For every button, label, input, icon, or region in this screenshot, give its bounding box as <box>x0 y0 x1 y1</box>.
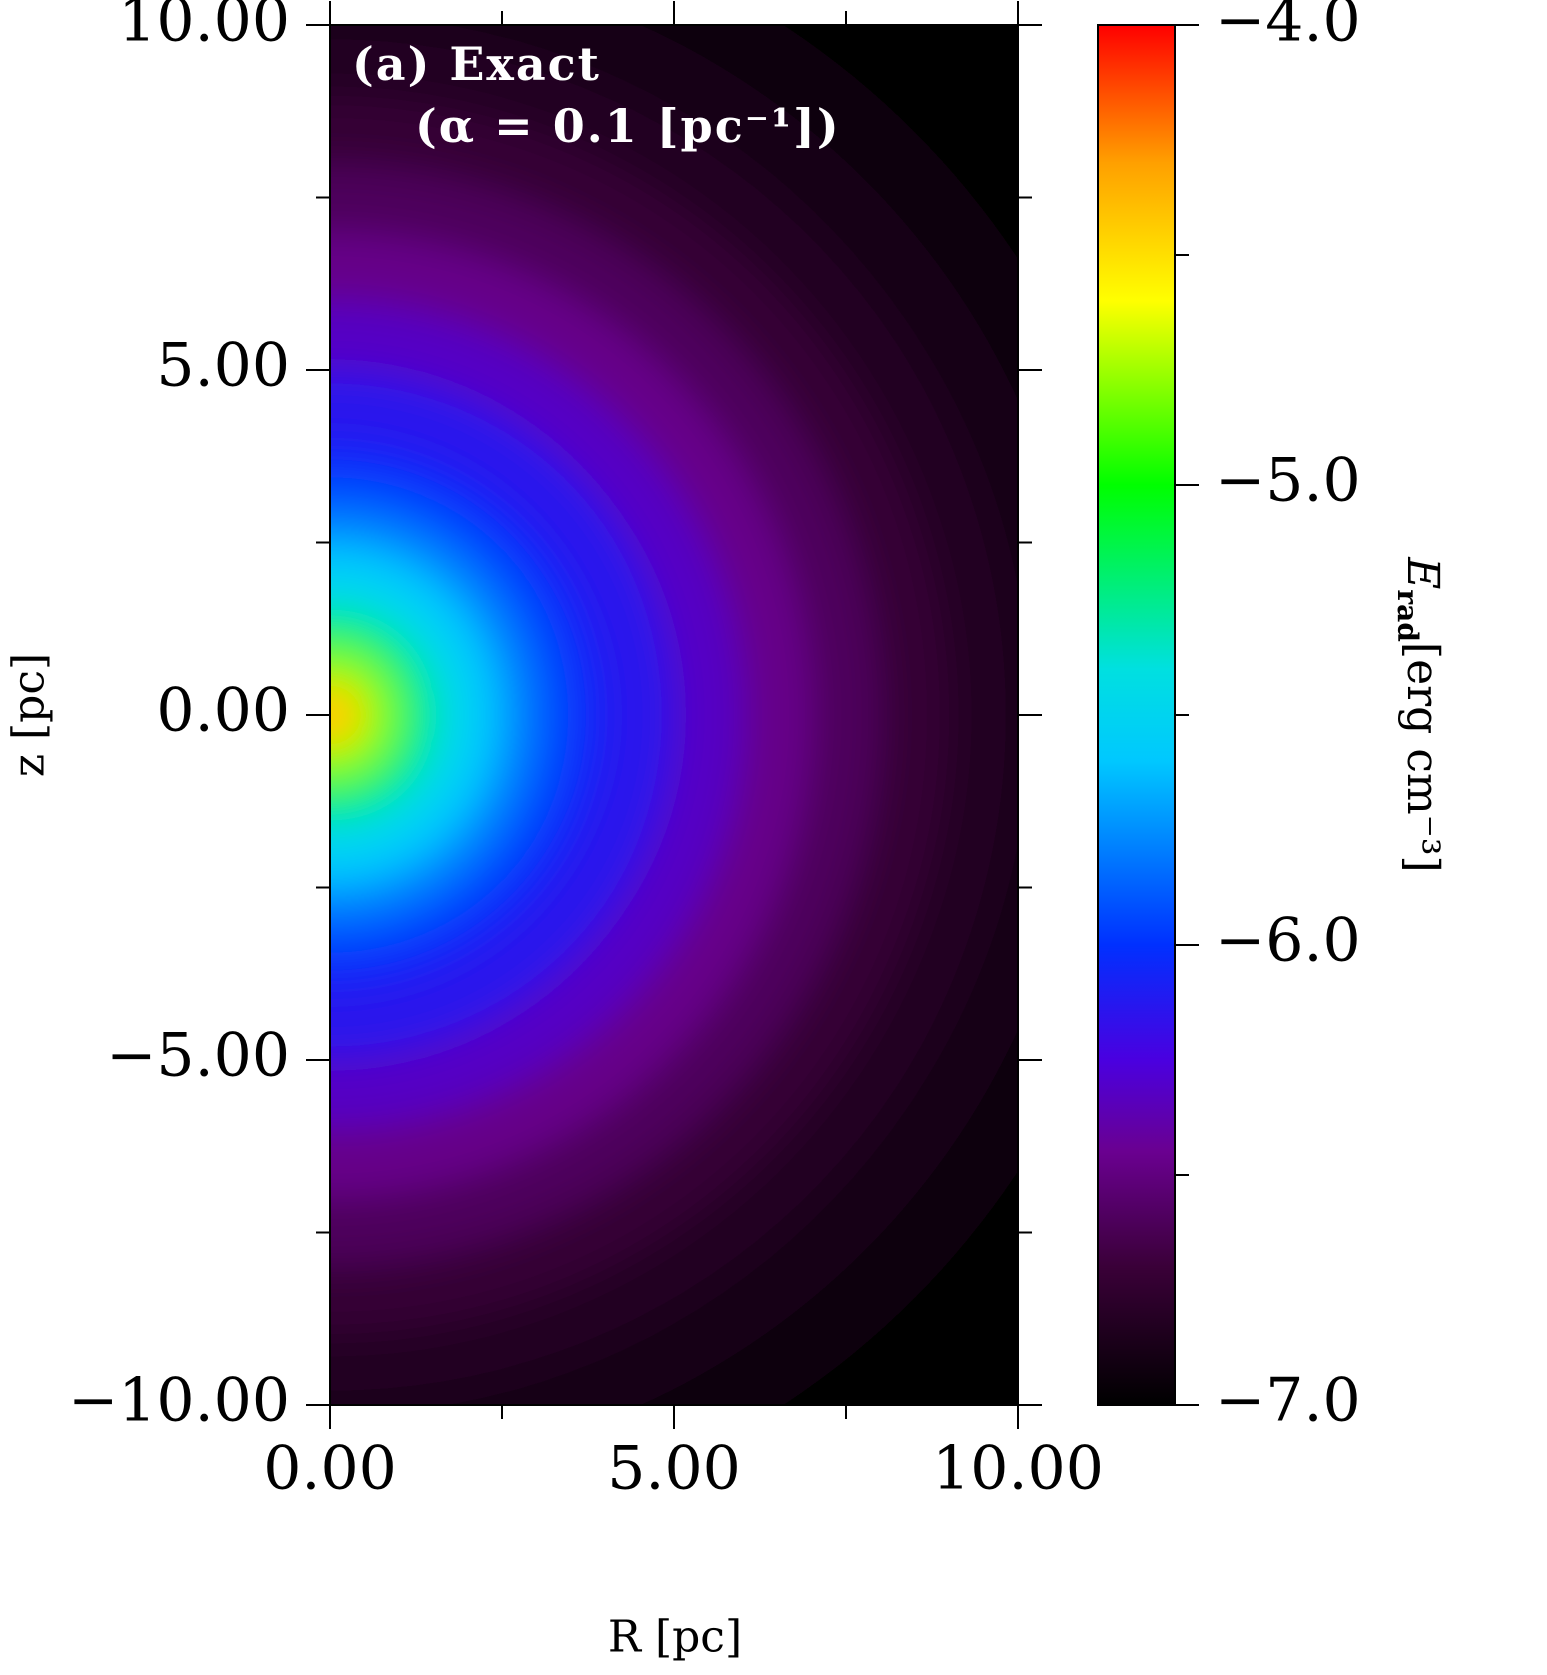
field-ring <box>330 680 365 750</box>
colorbar-tick-label: −5.0 <box>1215 446 1361 516</box>
y-tick-label: −5.00 <box>106 1021 290 1091</box>
heatmap <box>330 25 1018 1405</box>
colorbar-unit: [erg cm⁻³] <box>1398 642 1449 873</box>
colorbar <box>1098 25 1175 1405</box>
colorbar-subscript: rad <box>1392 589 1425 641</box>
plot-area <box>330 25 1018 1405</box>
x-tick-label: 0.00 <box>263 1434 397 1504</box>
colorbar-tick-label: −4.0 <box>1215 0 1361 56</box>
x-tick-label: 5.00 <box>607 1434 741 1504</box>
y-axis-label: z [pc] <box>4 653 55 777</box>
colorbar-tick-label: −7.0 <box>1215 1366 1361 1436</box>
colorbar-label: Erad[erg cm⁻³] <box>1392 556 1449 872</box>
y-tick-label: 10.00 <box>118 0 290 56</box>
y-tick-label: −10.00 <box>68 1366 290 1436</box>
x-tick-label: 10.00 <box>932 1434 1104 1504</box>
y-tick-label: 5.00 <box>156 331 290 401</box>
title: (a) Exact <box>352 37 601 91</box>
colorbar-symbol: E <box>1398 556 1449 589</box>
y-tick-label: 0.00 <box>156 676 290 746</box>
subtitle: (α = 0.1 [pc⁻¹]) <box>415 99 841 153</box>
x-axis-label: R [pc] <box>608 1612 742 1663</box>
colorbar-tick-label: −6.0 <box>1215 906 1361 976</box>
